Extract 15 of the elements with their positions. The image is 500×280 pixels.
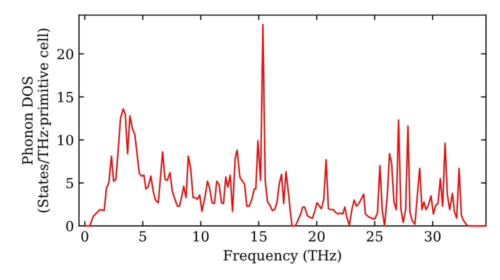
y-tick-label: 0 [66, 220, 74, 232]
line-series [84, 24, 486, 227]
y-tick-label: 20 [57, 48, 74, 60]
y-axis-title: Phonon DOS (States/THz·primitive cell) [22, 28, 51, 212]
x-tick-label: 25 [366, 231, 382, 242]
x-tick-label: 20 [308, 231, 325, 242]
y-tick-label: 10 [58, 134, 74, 146]
x-tick-label: 10 [194, 231, 209, 242]
y-tick-label: 15 [58, 92, 74, 102]
x-tick-label: 30 [424, 231, 441, 242]
x-tick-label: 5 [140, 231, 146, 242]
y-tick-label: 5 [66, 178, 74, 188]
x-axis-title: Frequency (THz) [224, 250, 341, 264]
x-tick-label: 15 [252, 231, 266, 242]
x-tick-label: 0 [81, 231, 88, 242]
